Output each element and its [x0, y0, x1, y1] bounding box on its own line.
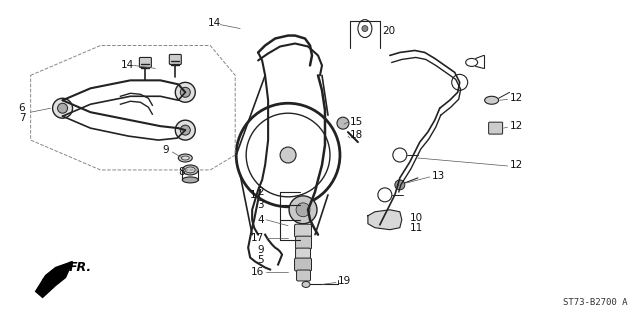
- Circle shape: [52, 98, 72, 118]
- FancyBboxPatch shape: [488, 122, 502, 134]
- Polygon shape: [368, 210, 402, 230]
- Circle shape: [337, 117, 349, 129]
- Circle shape: [180, 87, 190, 97]
- FancyBboxPatch shape: [296, 236, 312, 249]
- Text: 10: 10: [410, 213, 423, 223]
- FancyBboxPatch shape: [294, 258, 312, 271]
- Ellipse shape: [179, 154, 192, 162]
- Text: 14: 14: [208, 18, 221, 28]
- Ellipse shape: [484, 96, 499, 104]
- Ellipse shape: [181, 156, 189, 160]
- Text: 9: 9: [163, 145, 169, 155]
- Text: 5: 5: [257, 255, 264, 264]
- Text: 19: 19: [338, 277, 351, 286]
- Circle shape: [175, 82, 195, 102]
- Circle shape: [395, 180, 405, 190]
- Text: 13: 13: [432, 171, 445, 181]
- Text: 4: 4: [257, 215, 264, 225]
- FancyBboxPatch shape: [170, 55, 181, 64]
- FancyBboxPatch shape: [140, 57, 152, 67]
- Ellipse shape: [182, 177, 198, 183]
- Text: 15: 15: [350, 117, 363, 127]
- Circle shape: [180, 125, 190, 135]
- FancyBboxPatch shape: [296, 270, 310, 281]
- Text: 17: 17: [251, 233, 264, 243]
- Circle shape: [175, 120, 195, 140]
- Text: 14: 14: [120, 60, 134, 70]
- Text: 8: 8: [179, 167, 185, 177]
- Text: 6: 6: [19, 103, 26, 113]
- Circle shape: [280, 147, 296, 163]
- Circle shape: [296, 203, 310, 217]
- Text: 11: 11: [410, 223, 423, 233]
- Text: FR.: FR.: [68, 261, 92, 274]
- Text: 9: 9: [257, 245, 264, 255]
- Text: 7: 7: [19, 113, 26, 123]
- Ellipse shape: [186, 167, 195, 173]
- Text: 16: 16: [251, 266, 264, 277]
- Text: 1: 1: [250, 190, 257, 200]
- Text: 20: 20: [382, 26, 395, 35]
- Text: 12: 12: [509, 93, 523, 103]
- Text: 2: 2: [257, 187, 264, 197]
- Text: ST73-B2700 A: ST73-B2700 A: [563, 298, 627, 307]
- Text: 12: 12: [509, 160, 523, 170]
- Text: 12: 12: [509, 121, 523, 131]
- Text: 18: 18: [350, 130, 363, 140]
- Circle shape: [289, 196, 317, 224]
- Text: 3: 3: [257, 200, 264, 210]
- FancyBboxPatch shape: [294, 224, 312, 237]
- Circle shape: [58, 103, 68, 113]
- FancyBboxPatch shape: [296, 248, 310, 259]
- Polygon shape: [36, 262, 72, 297]
- Ellipse shape: [182, 165, 198, 175]
- Circle shape: [362, 26, 368, 32]
- Ellipse shape: [302, 281, 310, 287]
